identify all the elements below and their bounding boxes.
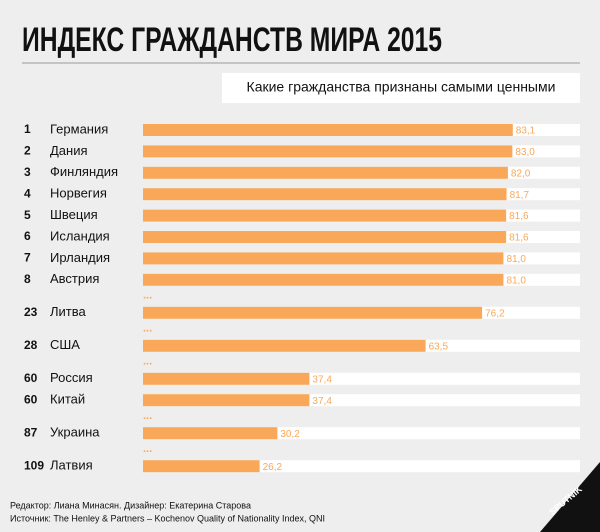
bar (143, 124, 513, 136)
category-label: Россия (50, 370, 93, 385)
category-label: Украина (50, 425, 100, 440)
bar (143, 209, 507, 222)
ellipsis: ... (143, 290, 152, 302)
ellipsis: ... (143, 323, 152, 335)
footer-source: Источник: The Henley & Partners – Kochen… (10, 513, 325, 523)
value-label: 81,0 (506, 275, 526, 286)
value-label: 83,1 (516, 126, 536, 137)
rank: 60 (24, 371, 38, 385)
rank: 1 (24, 122, 31, 136)
value-label: 26,2 (263, 462, 283, 473)
ellipsis: ... (143, 410, 152, 422)
value-label: 76,2 (485, 308, 505, 319)
footer-credit: Редактор: Лиана Минасян. Дизайнер: Екате… (10, 500, 251, 510)
rank: 7 (24, 251, 31, 265)
bar (143, 166, 508, 179)
rank: 5 (24, 208, 31, 222)
value-label: 63,5 (429, 341, 449, 352)
bar (143, 188, 507, 201)
rank: 23 (24, 305, 38, 319)
rank: 4 (24, 186, 31, 200)
value-label: 81,7 (510, 190, 530, 201)
value-label: 30,2 (280, 429, 300, 440)
bar (143, 427, 278, 440)
rank: 8 (24, 272, 31, 286)
category-label: Ирландия (50, 250, 110, 265)
value-label: 37,4 (312, 374, 332, 385)
rank: 3 (24, 165, 31, 179)
rank: 2 (24, 144, 31, 158)
rank: 87 (24, 425, 38, 439)
bar (143, 145, 513, 158)
subtitle: Какие гражданства признаны самыми ценным… (247, 79, 556, 95)
category-label: Китай (50, 392, 85, 407)
bar (143, 273, 504, 286)
ellipsis: ... (143, 356, 152, 368)
rank: 60 (24, 392, 38, 406)
bar (143, 460, 260, 473)
category-label: Финляндия (50, 164, 118, 179)
category-label: Дания (50, 143, 88, 158)
value-label: 81,6 (509, 211, 529, 222)
rank: 6 (24, 229, 31, 243)
category-label: Норвегия (50, 186, 107, 201)
value-label: 37,4 (312, 396, 332, 407)
bar (143, 372, 310, 385)
rank: 28 (24, 338, 38, 352)
bar (143, 394, 310, 407)
value-label: 81,6 (509, 233, 529, 244)
rank: 109 (24, 458, 44, 472)
category-label: Австрия (50, 271, 99, 286)
category-label: Германия (50, 121, 108, 136)
category-label: США (50, 337, 80, 352)
category-label: Исландия (50, 228, 110, 243)
bar (143, 231, 507, 243)
category-label: Литва (50, 304, 87, 319)
logo-shape (540, 462, 600, 532)
bar (143, 252, 504, 265)
value-label: 82,0 (511, 168, 531, 179)
bar (143, 306, 483, 319)
subtitle-box (222, 73, 580, 103)
ellipsis: ... (143, 443, 152, 455)
bar (143, 339, 426, 352)
chart-title: ИНДЕКС ГРАЖДАНСТВ МИРА 2015 (22, 21, 442, 59)
category-label: Швеция (50, 207, 98, 222)
category-label: Латвия (50, 458, 93, 473)
value-label: 83,0 (515, 147, 535, 158)
value-label: 81,0 (506, 254, 526, 265)
